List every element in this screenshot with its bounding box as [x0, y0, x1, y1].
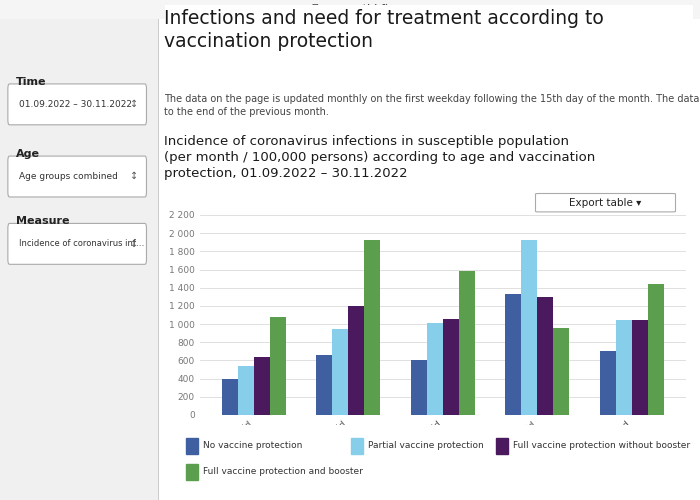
- Bar: [458, 272, 475, 415]
- Text: ↕: ↕: [130, 99, 139, 109]
- Bar: [632, 320, 648, 415]
- Text: Export table ▾: Export table ▾: [569, 198, 642, 207]
- FancyBboxPatch shape: [8, 156, 146, 197]
- Bar: [411, 360, 427, 415]
- Bar: [496, 438, 508, 454]
- Bar: [600, 352, 616, 415]
- Text: 🔒 sampo.thl.fi: 🔒 sampo.thl.fi: [312, 4, 388, 15]
- Bar: [238, 366, 253, 415]
- Text: Infections and need for treatment according to
vaccination protection: Infections and need for treatment accord…: [164, 8, 604, 51]
- Bar: [616, 320, 632, 415]
- Text: No vaccine protection: No vaccine protection: [203, 442, 302, 450]
- Bar: [505, 294, 522, 415]
- Text: Time: Time: [15, 76, 46, 86]
- FancyBboxPatch shape: [536, 194, 676, 212]
- Bar: [186, 464, 198, 480]
- Bar: [538, 297, 553, 415]
- Bar: [348, 306, 364, 415]
- Bar: [443, 318, 459, 415]
- Text: Partial vaccine protection: Partial vaccine protection: [368, 442, 484, 450]
- Text: Full vaccine protection and booster: Full vaccine protection and booster: [203, 468, 363, 476]
- Text: Incidence of coronavirus infections in susceptible population
(per month / 100,0: Incidence of coronavirus infections in s…: [164, 134, 596, 180]
- Text: ↕: ↕: [130, 172, 139, 181]
- Text: 01.09.2022 – 30.11.2022: 01.09.2022 – 30.11.2022: [19, 100, 132, 108]
- Bar: [522, 240, 538, 415]
- Bar: [270, 317, 286, 415]
- Bar: [222, 378, 238, 415]
- Bar: [316, 355, 332, 415]
- Text: Age: Age: [15, 149, 40, 159]
- Bar: [351, 438, 363, 454]
- Text: ↕: ↕: [130, 238, 139, 248]
- Bar: [186, 438, 198, 454]
- Bar: [332, 328, 348, 415]
- FancyBboxPatch shape: [8, 84, 146, 125]
- Text: Measure: Measure: [15, 216, 69, 226]
- Bar: [553, 328, 569, 415]
- Text: Full vaccine protection without booster: Full vaccine protection without booster: [513, 442, 690, 450]
- Text: The data on the page is updated monthly on the first weekday following the 15th : The data on the page is updated monthly …: [164, 94, 700, 117]
- FancyBboxPatch shape: [8, 224, 146, 264]
- Bar: [364, 240, 380, 415]
- Bar: [427, 323, 443, 415]
- Bar: [648, 284, 664, 415]
- Text: Incidence of coronavirus inf…: Incidence of coronavirus inf…: [19, 239, 144, 248]
- Text: Age groups combined: Age groups combined: [19, 172, 118, 181]
- Bar: [253, 357, 270, 415]
